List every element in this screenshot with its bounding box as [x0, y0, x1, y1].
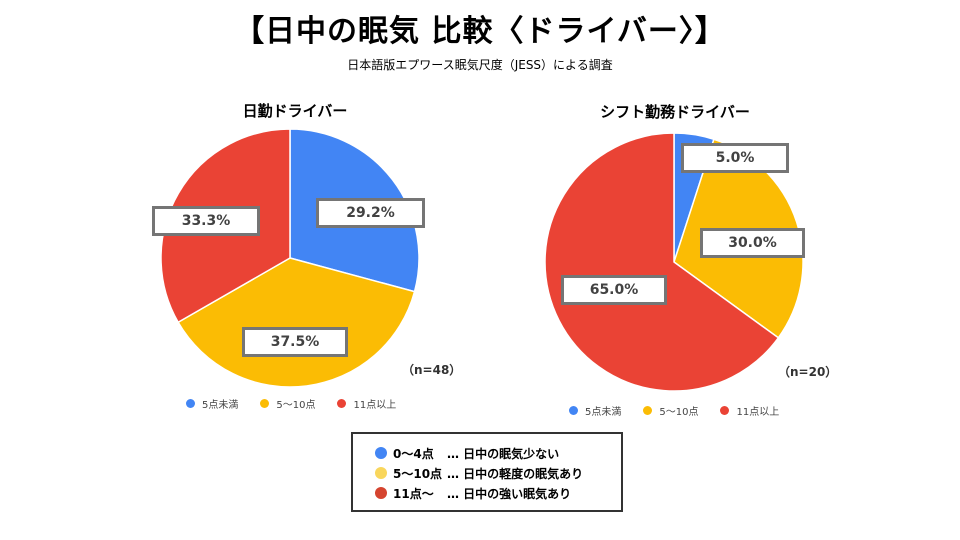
legend-swatch: [720, 406, 730, 415]
score-key-box: 0〜4点 … 日中の眠気少ない 5〜10点 … 日中の軽度の眠気あり 11点〜 …: [351, 432, 623, 512]
legend-item: 11点以上: [720, 403, 779, 418]
legend-label: 5〜10点: [276, 400, 316, 411]
key-swatch-yellow: [375, 467, 387, 479]
sample-size-pie1: （n=48）: [402, 363, 462, 377]
legend-label: 11点以上: [353, 400, 397, 411]
key-swatch-blue: [375, 447, 387, 459]
legend-swatch: [569, 406, 578, 415]
page-subtitle: 日本語版エプワース眠気尺度（JESS）による調査: [347, 58, 613, 72]
legend-pie2: 5点未満 5〜10点 11点以上: [569, 403, 801, 418]
data-label-pie1-slice3: 33.3%: [152, 206, 260, 236]
data-label-pie1-slice1: 29.2%: [316, 198, 425, 228]
legend-item: 5〜10点: [260, 396, 315, 411]
pie2-slice-3: [544, 132, 780, 392]
key-range: 0〜4点: [393, 446, 434, 461]
key-range: 11点〜: [393, 486, 434, 501]
page-title: 【日中の眠気 比較〈ドライバー〉】: [234, 14, 726, 49]
legend-swatch: [337, 399, 347, 408]
legend-item: 5〜10点: [643, 403, 698, 418]
key-row-high: 11点〜 … 日中の強い眠気あり: [375, 483, 621, 503]
legend-item: 5点未満: [186, 396, 238, 411]
legend-label: 5〜10点: [659, 407, 699, 418]
legend-label: 5点未満: [202, 400, 239, 411]
key-desc: … 日中の眠気少ない: [447, 446, 560, 461]
key-row-mid: 5〜10点 … 日中の軽度の眠気あり: [375, 463, 621, 483]
data-label-pie2-slice2: 30.0%: [700, 228, 805, 258]
chart-title-day-shift: 日勤ドライバー: [242, 102, 348, 120]
key-row-low: 0〜4点 … 日中の眠気少ない: [375, 443, 621, 463]
legend-label: 5点未満: [585, 407, 622, 418]
pie1-slice-2: [177, 257, 416, 388]
chart-title-shift-work: シフト勤務ドライバー: [600, 103, 750, 121]
legend-item: 5点未満: [569, 403, 621, 418]
legend-swatch: [643, 406, 653, 415]
data-label-pie2-slice3: 65.0%: [561, 275, 667, 305]
key-desc: … 日中の強い眠気あり: [447, 486, 572, 501]
key-swatch-red: [375, 487, 387, 499]
legend-label: 11点以上: [736, 407, 780, 418]
legend-swatch: [260, 399, 270, 408]
data-label-pie2-slice1: 5.0%: [681, 143, 789, 173]
legend-pie1: 5点未満 5〜10点 11点以上: [186, 396, 418, 411]
sample-size-pie2: （n=20）: [778, 365, 838, 379]
legend-item: 11点以上: [337, 396, 396, 411]
data-label-pie1-slice2: 37.5%: [242, 327, 348, 357]
key-desc: … 日中の軽度の眠気あり: [447, 466, 584, 481]
legend-swatch: [186, 399, 195, 408]
key-range: 5〜10点: [393, 466, 443, 481]
